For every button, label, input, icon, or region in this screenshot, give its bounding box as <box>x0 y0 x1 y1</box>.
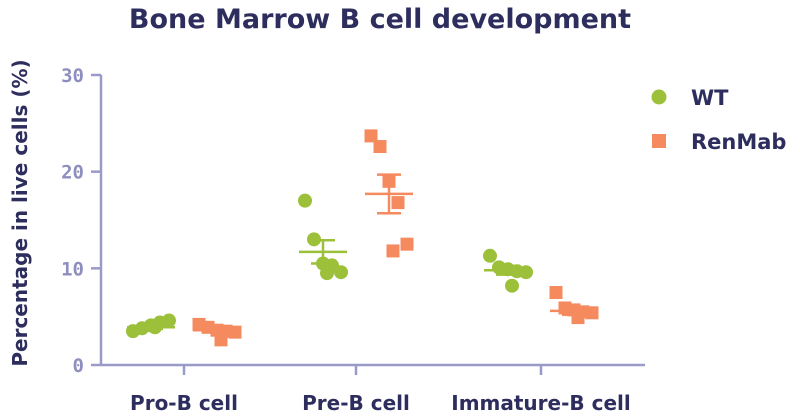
data-point <box>505 278 519 293</box>
y-tick-label: 10 <box>61 258 84 280</box>
legend-marker <box>652 134 666 148</box>
data-point <box>364 129 378 143</box>
x-tick-label: Immature-B cell <box>451 391 630 415</box>
y-tick-label: 30 <box>61 65 84 87</box>
data-point <box>391 196 405 210</box>
legend: WT RenMab <box>651 86 786 154</box>
y-ticks: 0 10 20 30 <box>61 65 101 377</box>
data-point <box>549 286 563 299</box>
data-point <box>585 306 599 320</box>
data-marks <box>126 129 599 347</box>
data-point <box>162 313 176 328</box>
data-point <box>334 265 348 280</box>
legend-marker <box>651 89 667 105</box>
legend-label: WT <box>691 86 729 110</box>
data-point <box>400 237 414 251</box>
y-tick-label: 0 <box>73 355 84 377</box>
y-tick-label: 20 <box>61 162 84 184</box>
data-point <box>148 320 162 335</box>
data-point <box>519 265 533 280</box>
legend-label: RenMab <box>691 130 786 154</box>
data-point <box>386 244 400 258</box>
chart-title: Bone Marrow B cell development <box>129 4 631 35</box>
data-point <box>214 333 228 347</box>
data-point <box>373 140 387 154</box>
y-axis-label: Percentage in live cells (%) <box>8 59 32 366</box>
x-tick-label: Pro-B cell <box>130 391 238 415</box>
data-point <box>483 248 497 263</box>
data-point <box>320 266 334 281</box>
x-ticks: Pro-B cell Pre-B cell Immature-B cell <box>130 365 631 415</box>
data-point <box>571 311 585 325</box>
data-point <box>307 232 321 247</box>
data-point <box>298 193 312 208</box>
data-point <box>228 325 242 339</box>
data-point <box>382 174 396 188</box>
x-tick-label: Pre-B cell <box>302 391 410 415</box>
